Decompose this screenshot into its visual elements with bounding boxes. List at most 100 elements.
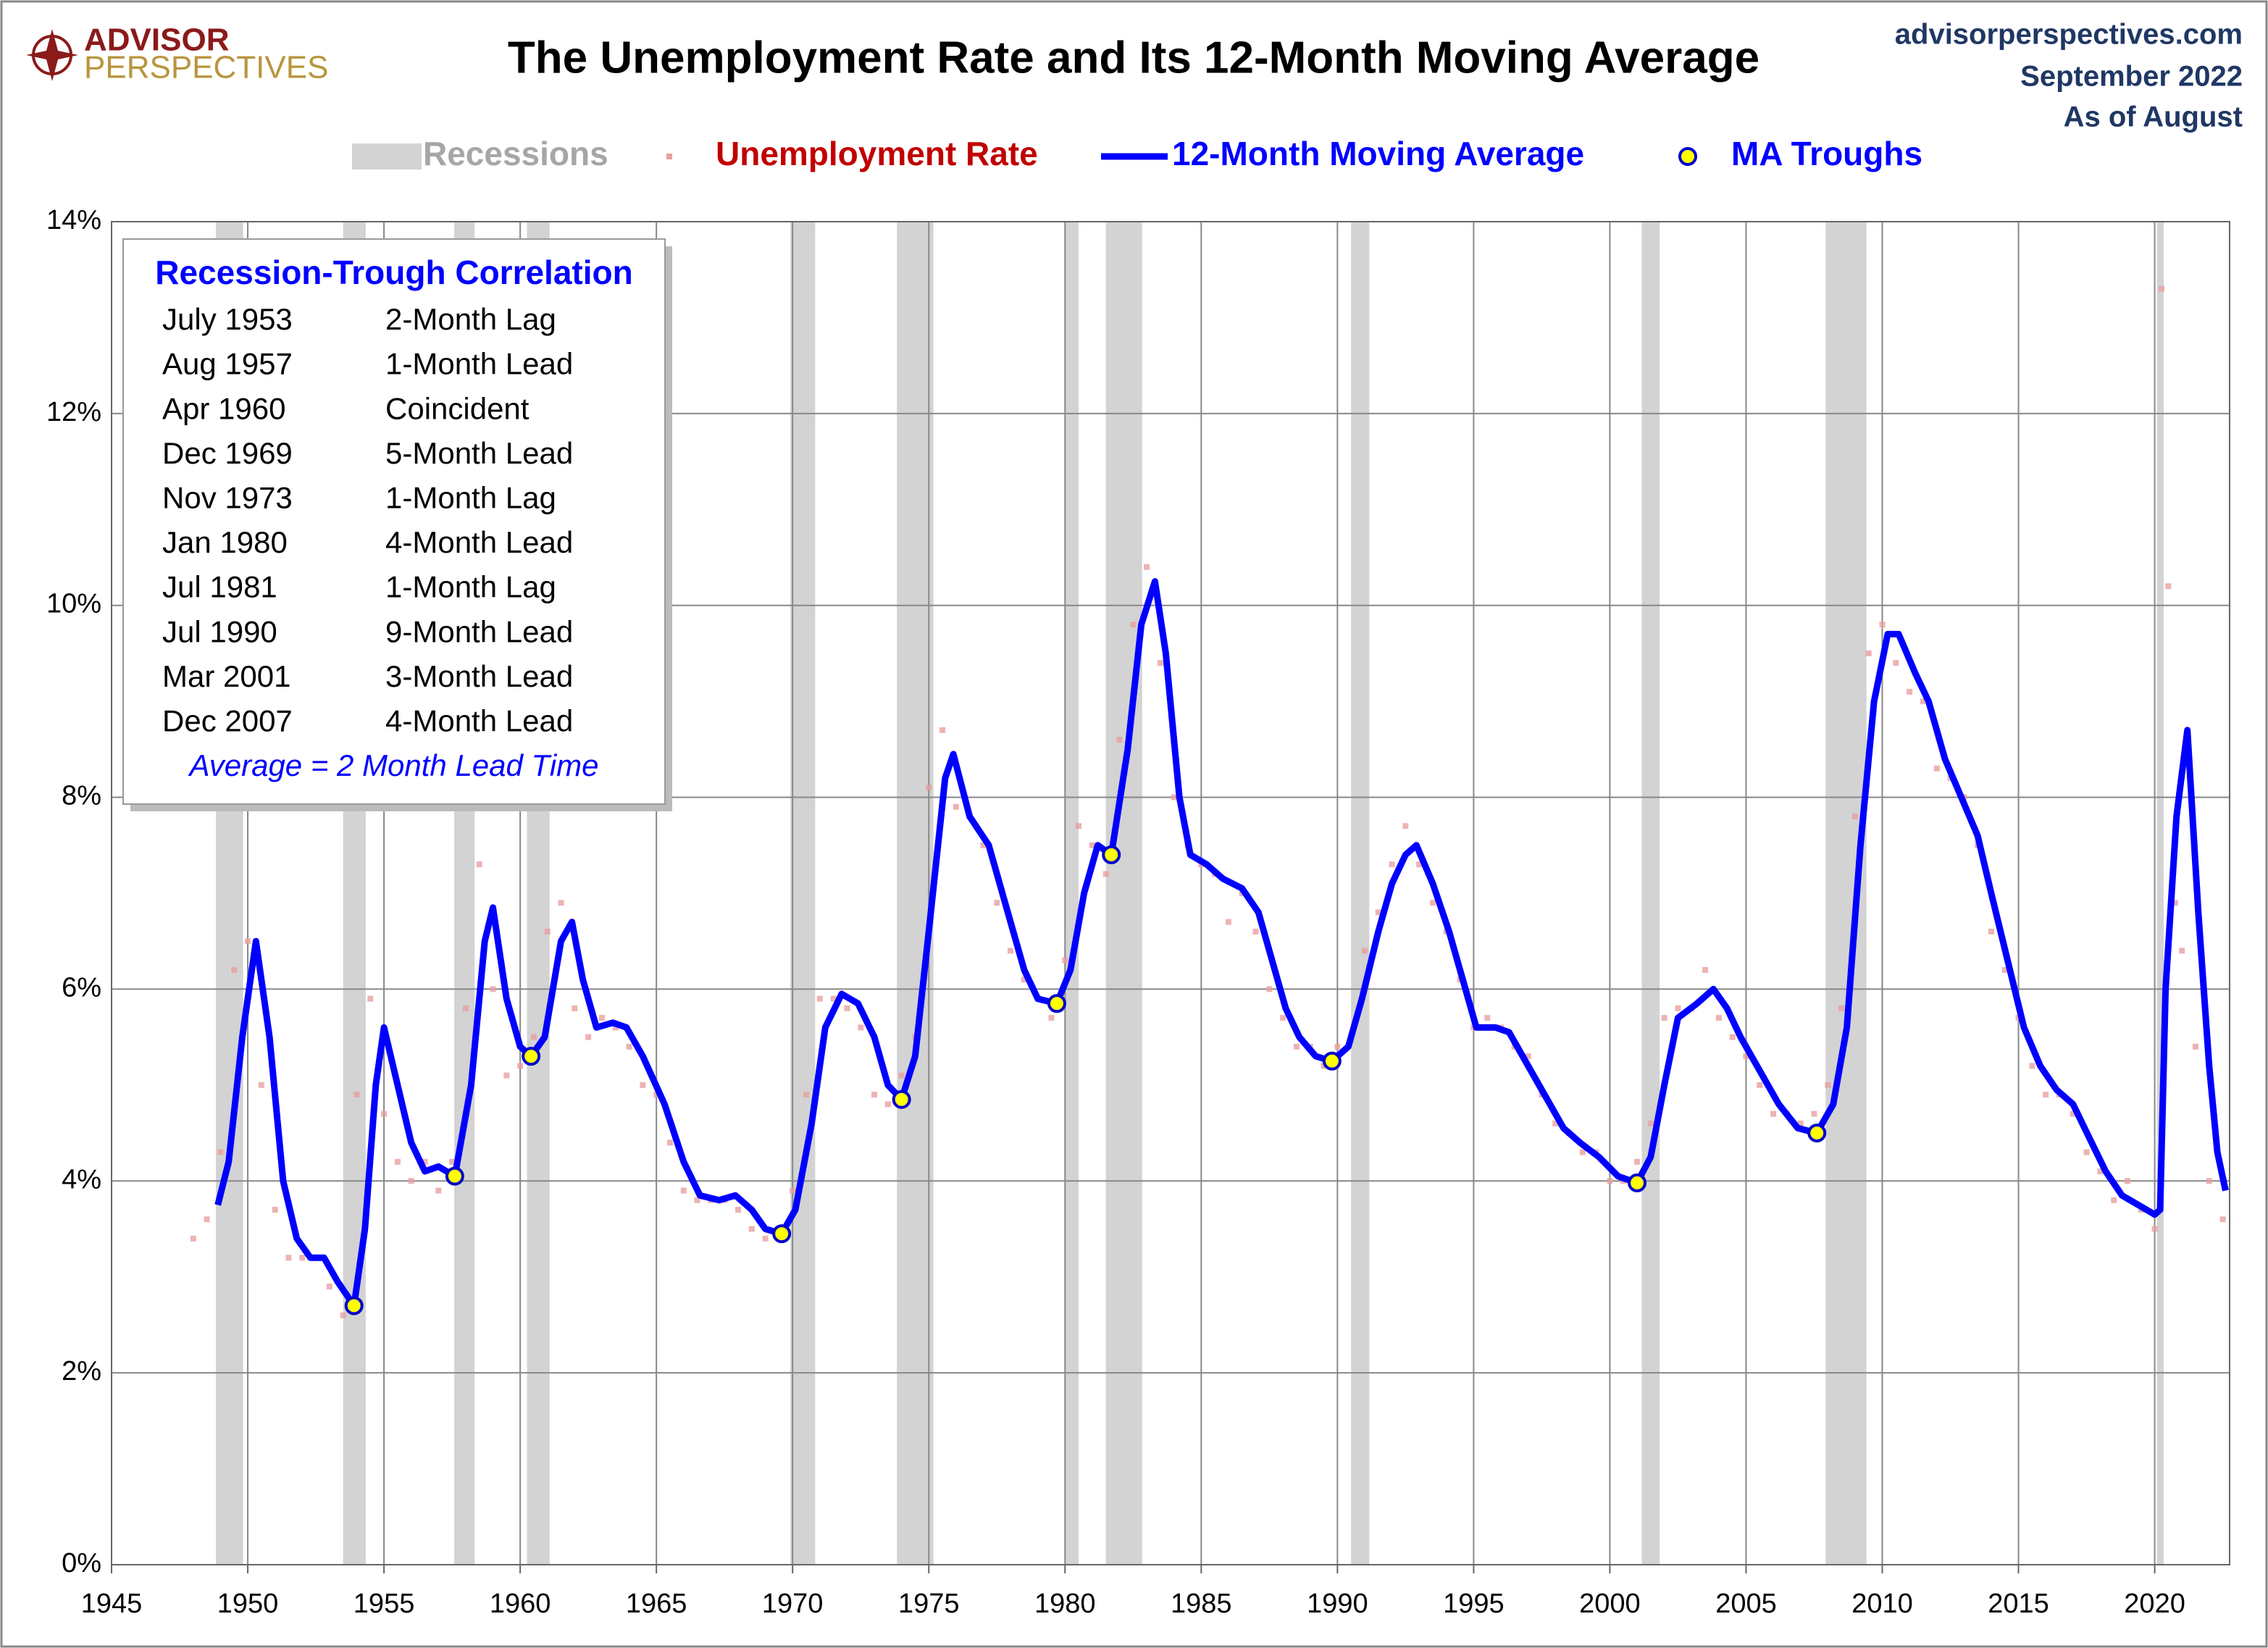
source: As of August: [2064, 101, 2243, 133]
data-point: [1252, 928, 1259, 934]
data-point: [2179, 948, 2185, 954]
data-point: [1416, 861, 1423, 868]
data-point: [245, 938, 251, 945]
box-date: Jan 1980: [162, 525, 288, 559]
data-point: [1116, 737, 1123, 743]
x-tick-label: 2010: [1851, 1589, 1913, 1619]
trough-marker: [1628, 1173, 1647, 1192]
data-point: [884, 1101, 891, 1108]
recession-band: [790, 222, 816, 1565]
data-point: [1988, 928, 1994, 934]
data-point: [1171, 794, 1177, 800]
x-tick-label: 2000: [1579, 1589, 1641, 1619]
box-lag: 3-Month Lead: [385, 659, 573, 693]
data-point: [1893, 660, 1899, 666]
data-point: [1797, 1120, 1804, 1126]
legend-label: 12-Month Moving Average: [1172, 135, 1584, 172]
data-point: [1293, 1043, 1300, 1050]
box-footer: Average = 2 Month Lead Time: [187, 748, 598, 782]
data-point: [544, 928, 551, 934]
y-tick-label: 14%: [46, 205, 101, 235]
y-tick-label: 4%: [62, 1164, 101, 1195]
data-point: [2192, 1043, 2198, 1050]
box-date: Nov 1973: [162, 480, 293, 514]
data-point: [204, 1216, 210, 1223]
data-point: [572, 1005, 578, 1011]
data-point: [1661, 1015, 1667, 1021]
data-point: [598, 1015, 605, 1021]
x-tick-label: 1990: [1307, 1589, 1368, 1619]
data-point: [694, 1197, 700, 1203]
x-tick-label: 1965: [626, 1589, 687, 1619]
data-point: [530, 1034, 537, 1040]
chart-title: The Unemployment Rate and Its 12-Month M…: [508, 33, 1759, 83]
data-point: [2206, 1178, 2212, 1184]
data-point: [353, 1092, 360, 1098]
data-point: [1907, 688, 1913, 695]
x-tick-label: 1970: [762, 1589, 824, 1619]
data-point: [1825, 1082, 1831, 1088]
data-point: [980, 842, 987, 848]
data-point: [1851, 813, 1858, 820]
trough-marker: [522, 1047, 541, 1066]
data-point: [653, 1092, 660, 1098]
data-point: [830, 995, 837, 1002]
data-point: [1729, 1034, 1736, 1040]
recession-band: [1641, 222, 1660, 1565]
box-lag: 9-Month Lead: [385, 614, 573, 648]
data-point: [790, 1187, 796, 1194]
x-tick-label: 1950: [217, 1589, 279, 1619]
data-point: [1130, 622, 1137, 628]
data-point: [612, 1024, 619, 1031]
trough-marker: [1807, 1124, 1827, 1143]
data-point: [1389, 861, 1395, 868]
data-point: [844, 1005, 850, 1011]
data-point: [476, 861, 482, 868]
x-tick-label: 1980: [1034, 1589, 1096, 1619]
y-tick-label: 12%: [46, 397, 101, 427]
source: September 2022: [2020, 61, 2243, 93]
x-tick-label: 1945: [81, 1589, 143, 1619]
box-date: Mar 2001: [162, 659, 290, 693]
trough-marker: [1322, 1051, 1342, 1071]
x-tick-label: 2005: [1715, 1589, 1777, 1619]
box-date: Dec 1969: [162, 436, 293, 470]
box-lag: 1-Month Lag: [385, 570, 556, 604]
data-point: [517, 1063, 524, 1069]
x-tick-label: 2020: [2124, 1589, 2185, 1619]
box-lag: 1-Month Lead: [385, 347, 573, 381]
data-point: [272, 1207, 278, 1213]
data-point: [1920, 698, 1926, 705]
box-date: Jul 1981: [162, 570, 277, 604]
data-point: [1770, 1110, 1777, 1117]
data-point: [1484, 1015, 1491, 1021]
ma-line: [214, 578, 2229, 1309]
box-lag: 4-Month Lead: [385, 525, 573, 559]
recession-band: [897, 222, 934, 1565]
data-point: [381, 1110, 388, 1117]
data-point: [367, 995, 374, 1002]
legend-swatch: [666, 154, 672, 159]
plot-border: [111, 221, 2230, 1565]
trough-marker: [892, 1089, 911, 1109]
box-lag: 4-Month Lead: [385, 703, 573, 737]
data-point: [1266, 986, 1273, 992]
data-point: [1525, 1053, 1531, 1060]
data-point: [1865, 650, 1872, 656]
trough-marker: [1047, 994, 1066, 1013]
data-point: [2151, 1226, 2158, 1232]
box-lag: 2-Month Lag: [385, 302, 556, 336]
data-point: [2083, 1149, 2090, 1155]
data-point: [1062, 957, 1068, 963]
y-tick-label: 8%: [62, 781, 101, 811]
trough-marker: [1102, 845, 1121, 865]
legend-label: Recessions: [423, 135, 608, 172]
data-point: [1008, 948, 1014, 954]
data-point: [394, 1158, 401, 1165]
legend-label: MA Troughs: [1731, 135, 1922, 172]
data-point: [408, 1178, 414, 1184]
data-point: [1280, 1015, 1286, 1021]
logo-text: ADVISOR: [84, 22, 229, 58]
data-point: [1021, 976, 1027, 983]
x-tick-label: 1975: [898, 1589, 960, 1619]
